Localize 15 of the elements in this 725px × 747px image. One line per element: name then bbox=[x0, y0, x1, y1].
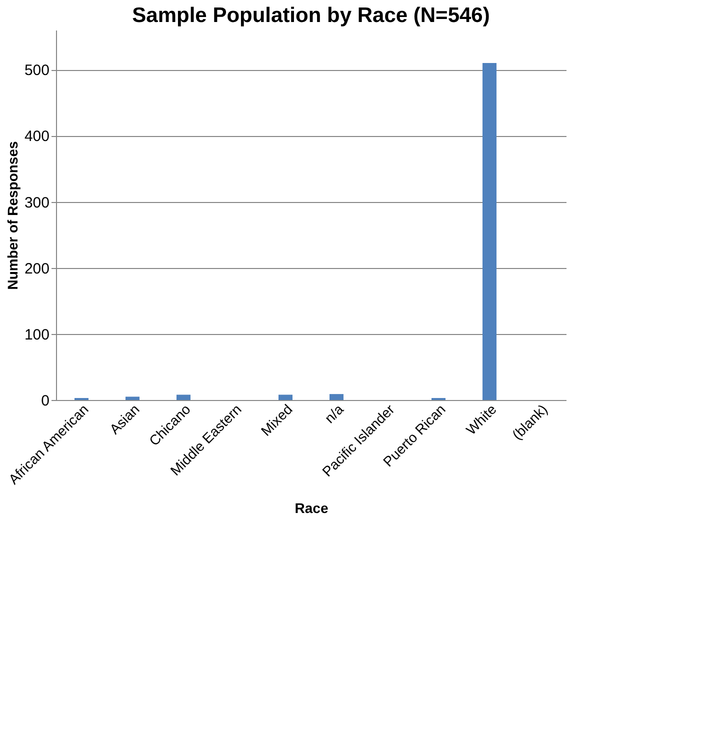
bar bbox=[126, 396, 140, 400]
chart-title: Sample Population by Race (N=546) bbox=[132, 4, 490, 27]
bar bbox=[330, 394, 344, 400]
y-tick-label: 500 bbox=[24, 62, 50, 80]
x-tick-label: n/a bbox=[321, 400, 347, 426]
y-tick-label: 400 bbox=[24, 128, 50, 146]
y-tick-label: 100 bbox=[24, 326, 50, 344]
y-tick-label: 0 bbox=[41, 392, 50, 410]
y-axis-title: Number of Responses bbox=[4, 140, 20, 290]
y-tick-label: 300 bbox=[24, 194, 50, 212]
bar bbox=[482, 63, 496, 400]
bar bbox=[278, 394, 292, 400]
bar bbox=[176, 394, 190, 400]
y-tick-label: 200 bbox=[24, 260, 50, 278]
x-axis-title: Race bbox=[294, 500, 328, 516]
